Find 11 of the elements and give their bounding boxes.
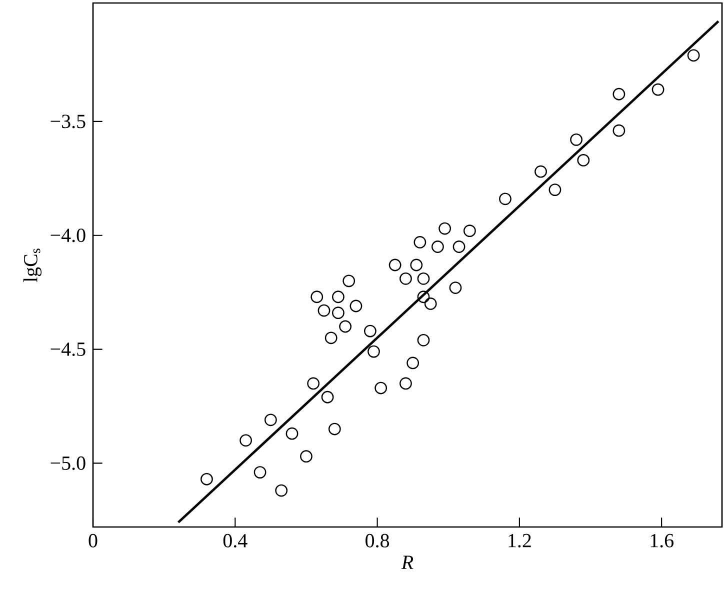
y-tick-label: −4.0 [50, 228, 86, 242]
x-tick-label: 1.2 [508, 534, 531, 548]
y-tick-label: −3.5 [50, 114, 86, 128]
x-tick-label: 1.6 [650, 534, 674, 548]
x-tick-label: 0.4 [223, 534, 248, 548]
x-tick-label: 0.8 [366, 534, 390, 548]
y-tick-label: −5.0 [50, 456, 86, 470]
x-tick-label: 0 [88, 534, 98, 548]
y-tick-label: −4.5 [50, 342, 86, 356]
x-axis-title: R [401, 556, 414, 569]
y-axis-title: lgC$_{s}$ [23, 248, 42, 282]
